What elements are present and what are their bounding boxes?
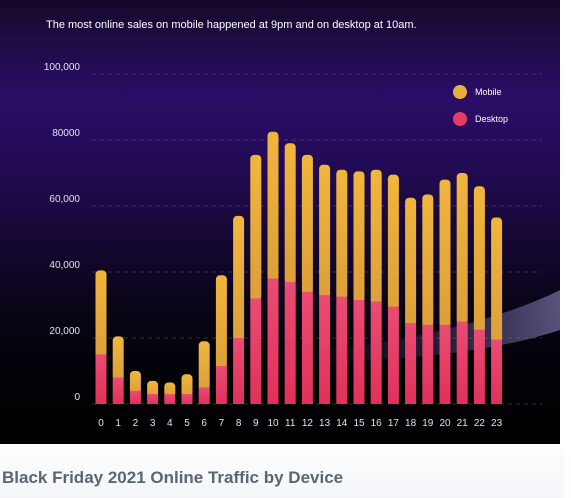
bar-desktop <box>456 321 468 404</box>
x-tick-label: 1 <box>115 418 121 429</box>
legend: Mobile Desktop <box>453 85 508 126</box>
x-tick-label: 14 <box>336 418 348 429</box>
x-tick-label: 13 <box>319 418 331 429</box>
bar-desktop <box>387 306 399 404</box>
bar-mobile <box>215 275 227 370</box>
x-tick-label: 10 <box>267 418 279 429</box>
bar-mobile <box>267 131 279 282</box>
y-tick-label: 80000 <box>52 128 80 139</box>
bar-mobile <box>456 173 468 325</box>
bar-mobile <box>164 382 176 398</box>
bar-desktop <box>129 390 141 404</box>
x-tick-label: 17 <box>388 418 400 429</box>
bar-mobile <box>301 154 313 295</box>
bar-desktop <box>284 281 296 404</box>
chart-svg: The most online sales on mobile happened… <box>43 19 560 429</box>
bar-desktop <box>164 394 176 404</box>
bar-desktop <box>405 323 417 404</box>
chart-panel: The most online sales on mobile happened… <box>0 0 560 444</box>
bar-desktop <box>112 377 124 404</box>
bar-mobile <box>439 179 451 328</box>
y-tick-label: 60,000 <box>49 194 80 205</box>
bar-desktop <box>198 387 210 404</box>
bar-desktop <box>233 338 245 404</box>
x-tick-label: 16 <box>371 418 383 429</box>
legend-swatch-desktop <box>453 112 467 126</box>
x-tick-label: 5 <box>184 418 190 429</box>
bar-desktop <box>422 324 434 404</box>
bar-desktop <box>353 300 365 404</box>
x-tick-label: 18 <box>405 418 417 429</box>
bar-desktop <box>181 394 193 404</box>
y-tick-label: 0 <box>74 392 80 403</box>
bar-mobile <box>353 171 365 304</box>
x-tick-label: 12 <box>302 418 314 429</box>
legend-swatch-mobile <box>453 85 467 99</box>
bar-mobile <box>370 169 382 305</box>
y-tick-label: 40,000 <box>49 260 80 271</box>
x-tick-label: 11 <box>285 418 296 429</box>
x-tick-label: 9 <box>253 418 259 429</box>
bar-mobile <box>336 169 348 300</box>
x-tick-label: 4 <box>167 418 173 429</box>
bar-mobile <box>129 371 141 394</box>
y-axis-ticks: 0 20,000 40,000 60,000 80000 100,000 <box>44 62 81 403</box>
bar-desktop <box>473 329 485 404</box>
bar-mobile <box>112 336 124 381</box>
y-tick-label: 100,000 <box>44 62 81 73</box>
bar-mobile <box>473 186 485 333</box>
x-tick-label: 20 <box>439 418 451 429</box>
x-tick-label: 22 <box>474 418 486 429</box>
x-tick-label: 2 <box>133 418 139 429</box>
bar-desktop <box>301 291 313 404</box>
bar-mobile <box>95 270 107 358</box>
legend-label-desktop: Desktop <box>475 114 508 124</box>
x-tick-label: 21 <box>457 418 469 429</box>
bar-mobile <box>147 380 159 398</box>
bar-desktop <box>319 295 331 404</box>
x-tick-label: 23 <box>491 418 503 429</box>
x-tick-label: 7 <box>219 418 225 429</box>
bar-mobile <box>181 374 193 398</box>
bar-mobile <box>198 341 210 391</box>
bar-desktop <box>267 278 279 404</box>
bar-desktop <box>250 298 262 404</box>
legend-label-mobile: Mobile <box>475 87 502 97</box>
bar-mobile <box>387 174 399 310</box>
x-tick-label: 19 <box>422 418 434 429</box>
x-tick-label: 6 <box>201 418 207 429</box>
bar-desktop <box>147 394 159 404</box>
y-tick-label: 20,000 <box>49 326 80 337</box>
bar-desktop <box>215 366 227 404</box>
chart-caption: Black Friday 2021 Online Traffic by Devi… <box>2 468 344 487</box>
caption-bar: Black Friday 2021 Online Traffic by Devi… <box>0 444 560 498</box>
bar-desktop <box>439 324 451 404</box>
bar-mobile <box>405 197 417 327</box>
bar-desktop <box>336 296 348 404</box>
bar-mobile <box>491 217 503 343</box>
bar-mobile <box>422 194 434 328</box>
chart-title: The most online sales on mobile happened… <box>46 19 417 31</box>
x-axis-ticks: 0 1 2 3 4 5 6 7 8 9 10 11 12 13 14 15 16 17 18 19 20 21 22 23 <box>98 418 502 429</box>
x-tick-label: 3 <box>150 418 156 429</box>
x-tick-label: 0 <box>98 418 104 429</box>
bar-mobile <box>319 164 331 299</box>
bar-desktop <box>370 301 382 404</box>
bar-mobile <box>284 143 296 285</box>
x-tick-label: 15 <box>353 418 365 429</box>
x-tick-label: 8 <box>236 418 242 429</box>
bar-desktop <box>95 354 107 404</box>
bar-desktop <box>491 339 503 404</box>
bar-mobile <box>233 215 245 341</box>
bar-mobile <box>250 154 262 302</box>
bars <box>95 131 503 404</box>
